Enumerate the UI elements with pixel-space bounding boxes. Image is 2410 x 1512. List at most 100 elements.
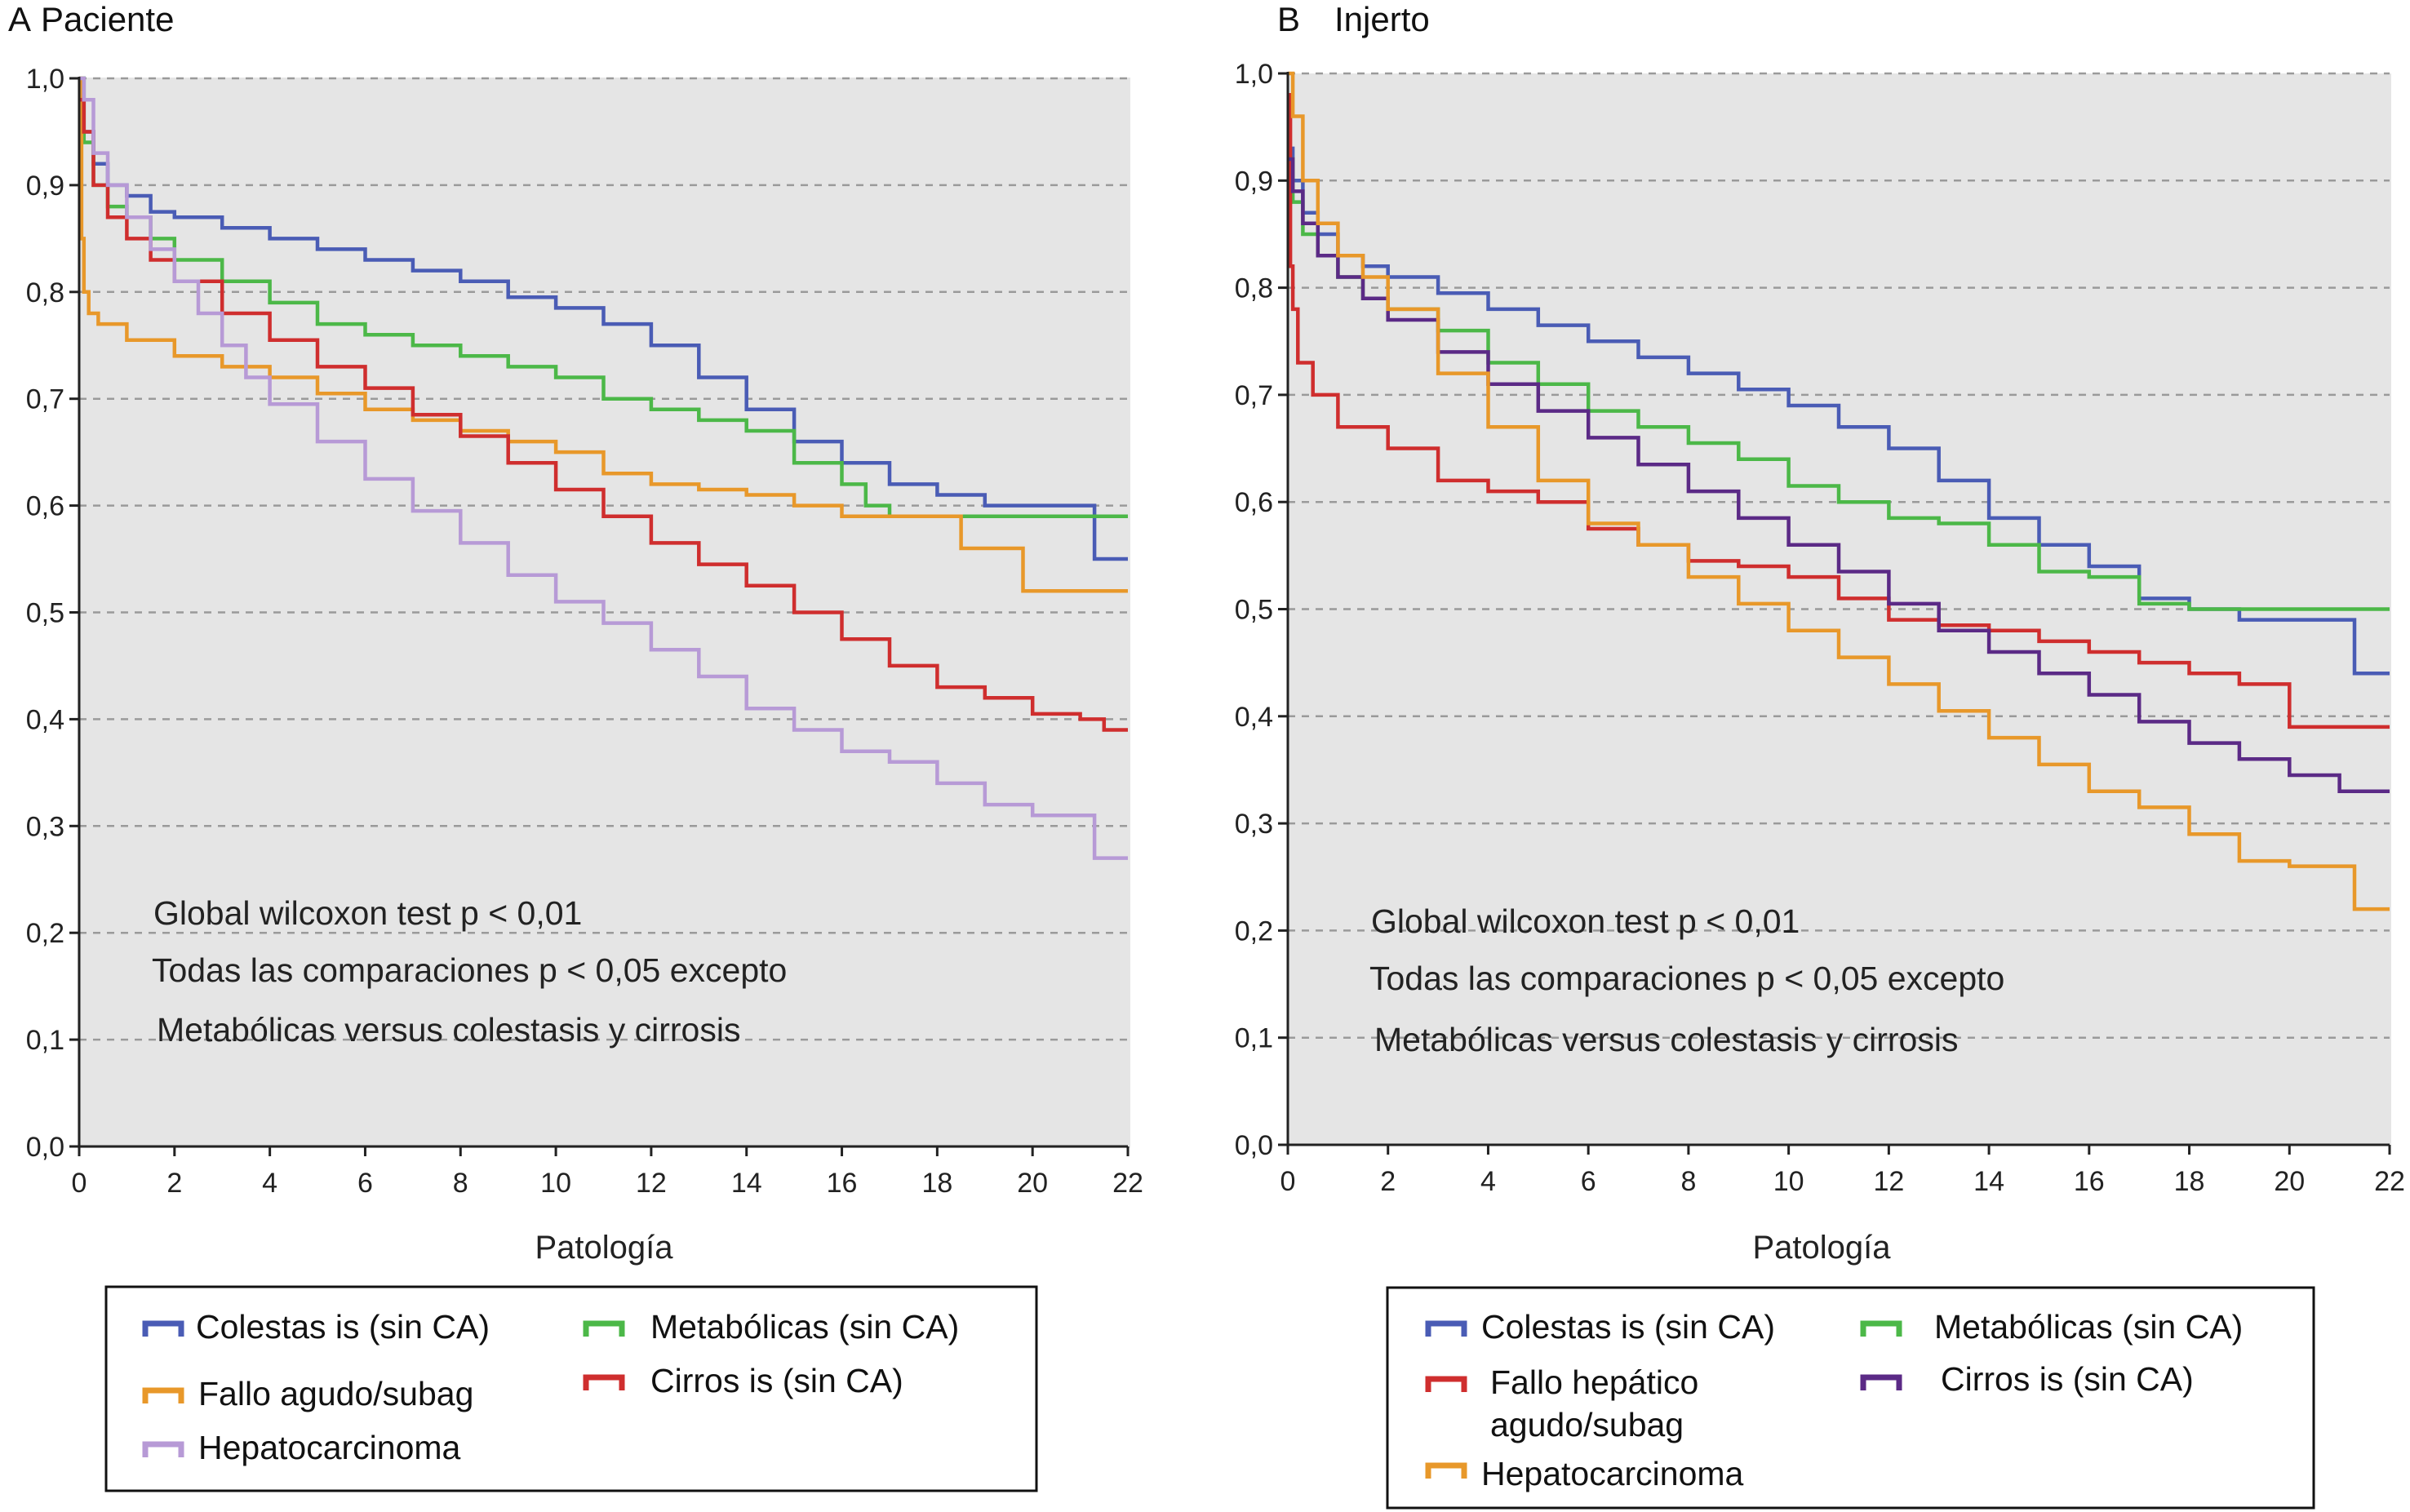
panel-a-legend: Colestas is (sin CA) Metabólicas (sin CA… (104, 1285, 1038, 1492)
panel-b-series-hepatocarcinoma (1288, 71, 2390, 911)
legend-b-hepatocarcinoma: Hepatocarcinoma (1481, 1455, 1744, 1492)
panel-a-y-tick-label: 0,2 (26, 918, 64, 949)
panel-b-y-tick-label: 0,9 (1235, 166, 1273, 197)
panel-b-y-tick-label: 1,0 (1235, 59, 1273, 90)
panel-b-x-tick-label: 0 (1280, 1166, 1296, 1197)
panel-a-letter: A (8, 0, 31, 38)
panel-b: B Injerto 0,0 0,1 0,2 0,3 0,4 0,5 0,6 0,7 0,8 0,9… (1235, 0, 2405, 1510)
panel-b-title: Injerto (1334, 0, 1430, 38)
panel-b-y-tick-label: 0,2 (1235, 916, 1273, 947)
panel-a-x-tick-label: 2 (166, 1168, 182, 1199)
panel-a-x-tick-label: 12 (636, 1168, 667, 1199)
legend-a-swatch-metabolicas (583, 1320, 625, 1337)
panel-b-y-tick-label: 0,4 (1235, 702, 1273, 733)
panel-b-x-tick-label: 2 (1380, 1166, 1396, 1197)
legend-b-swatch-hepatocarcinoma (1425, 1462, 1467, 1479)
panel-b-x-tick-label: 4 (1480, 1166, 1496, 1197)
legend-a-colestasis: Colestas is (sin CA) (196, 1308, 490, 1346)
panel-a-y-tick-label: 0,7 (26, 384, 64, 415)
panel-b-x-tick-label: 18 (2174, 1166, 2205, 1197)
legend-b-colestasis: Colestas is (sin CA) (1481, 1308, 1775, 1346)
panel-b-y-tick-label: 0,3 (1235, 809, 1273, 840)
panel-b-y-tick-label: 0,0 (1235, 1130, 1273, 1161)
legend-a-cirrosis: Cirros is (sin CA) (650, 1362, 903, 1399)
panel-a-y-tick-label: 0,0 (26, 1132, 64, 1163)
panel-a-series (79, 76, 1128, 860)
panel-b-gridlines (1288, 72, 2390, 1039)
legend-a-swatch-colestasis (142, 1320, 184, 1337)
panel-b-y-tick-label: 0,6 (1235, 487, 1273, 518)
panel-b-x-tick-label: 8 (1680, 1166, 1696, 1197)
panel-a-y-tick-label: 0,9 (26, 171, 64, 202)
panel-a: A Paciente 0,00,10,20,30,40,50,60,70,80,… (8, 0, 1143, 1492)
panel-b-series-fallo-hep-tico-agudo-subag (1288, 93, 2390, 729)
panel-b-annotation-2: Todas las comparaciones p < 0,05 excepto (1369, 960, 2004, 997)
panel-a-y-tick-label: 0,3 (26, 811, 64, 842)
panel-a-x-tick-label: 0 (72, 1168, 87, 1199)
panel-a-x-tick-label: 10 (540, 1168, 571, 1199)
panel-b-x-tick-label: 6 (1581, 1166, 1596, 1197)
panel-b-x-tick-label: 22 (2374, 1166, 2405, 1197)
panel-b-series (1288, 71, 2390, 911)
panel-a-series-hepatocarcinoma (79, 76, 1128, 860)
panel-a-series-colestas-is-sin-ca (79, 76, 1128, 561)
legend-b-fallo-line2: agudo/subag (1490, 1406, 1684, 1443)
panel-b-x-tick-label: 20 (2274, 1166, 2305, 1197)
panel-a-x-tick-label: 16 (827, 1168, 858, 1199)
panel-a-series-cirros-is-sin-ca (79, 97, 1128, 732)
legend-b-metabolicas: Metabólicas (sin CA) (1934, 1308, 2243, 1346)
panel-b-y-tick-label: 0,5 (1235, 595, 1273, 626)
panel-a-x-tick-label: 8 (453, 1168, 468, 1199)
panel-b-series-cirros-is-sin-ca (1288, 157, 2390, 793)
legend-b-swatch-fallo (1425, 1376, 1467, 1392)
panel-b-x-tick-label: 16 (2074, 1166, 2105, 1197)
panel-b-legend: Colestas is (sin CA) Metabólicas (sin CA… (1386, 1286, 2315, 1510)
panel-b-y-tick-label: 0,8 (1235, 273, 1273, 304)
panel-a-title: Paciente (41, 0, 174, 38)
legend-b-swatch-metabolicas (1860, 1320, 1902, 1337)
panel-a-x-label: Patología (535, 1230, 673, 1266)
panel-b-y-ticks: 0,0 0,1 0,2 0,3 0,4 0,5 0,6 0,7 0,8 0,9 1,0 (1235, 59, 1288, 1161)
panel-b-y-tick-label: 0,7 (1235, 380, 1273, 411)
panel-b-x-label: Patología (1752, 1230, 1891, 1266)
panel-a-y-tick-label: 0,6 (26, 491, 64, 522)
panel-b-x-tick-label: 14 (1973, 1166, 2004, 1197)
panel-a-legend-box (104, 1285, 1038, 1492)
panel-a-series-fallo-agudo-subag (79, 76, 1128, 593)
panel-a-annotation-2: Todas las comparaciones p < 0,05 excepto (152, 951, 787, 989)
panel-a-y-tick-label: 0,5 (26, 598, 64, 629)
panel-a-x-tick-label: 18 (921, 1168, 952, 1199)
panel-b-x-tick-label: 12 (1873, 1166, 1904, 1197)
panel-b-x-tick-label: 10 (1773, 1166, 1804, 1197)
panel-a-y-ticks: 0,0 0,1 0,2 0,3 0,4 0,5 0,6 0,7 0,8 0,9 1,0 (26, 64, 79, 1163)
panel-a-x-tick-label: 20 (1017, 1168, 1048, 1199)
panel-a-annotation-3: Metabólicas versus colestasis y cirrosis (157, 1011, 740, 1049)
legend-b-swatch-cirrosis (1860, 1374, 1902, 1390)
panel-a-y-tick-label: 1,0 (26, 64, 64, 95)
legend-a-metabolicas: Metabólicas (sin CA) (650, 1308, 959, 1346)
legend-a-swatch-cirrosis (583, 1374, 625, 1390)
panel-a-y-tick-label: 0,4 (26, 704, 64, 735)
panel-a-y-tick-label: 0,8 (26, 277, 64, 308)
legend-b-fallo-line1: Fallo hepático (1490, 1363, 1698, 1401)
legend-a-fallo: Fallo agudo/subag (198, 1375, 473, 1412)
panel-b-annotation-3: Metabólicas versus colestasis y cirrosis (1374, 1021, 1958, 1058)
legend-a-swatch-fallo (142, 1387, 184, 1403)
panel-b-y-tick-label: 0,1 (1235, 1023, 1273, 1054)
legend-a-hepatocarcinoma: Hepatocarcinoma (198, 1429, 461, 1466)
legend-b-cirrosis: Cirros is (sin CA) (1941, 1360, 2194, 1398)
panel-a-annotation-1: Global wilcoxon test p < 0,01 (153, 894, 582, 932)
panel-a-x-tick-label: 6 (357, 1168, 373, 1199)
panel-b-x-ticks: 0 2 4 6 8 10 12 14 16 18 20 22 (1280, 1145, 2405, 1197)
panel-a-y-tick-label: 0,1 (26, 1025, 64, 1056)
panel-b-annotation-1: Global wilcoxon test p < 0,01 (1371, 902, 1800, 940)
panel-a-x-tick-label: 22 (1112, 1168, 1143, 1199)
legend-b-swatch-colestasis (1425, 1320, 1467, 1337)
panel-a-x-ticks: 0 2 4 6 8 10 12 14 16 18 20 22 (72, 1146, 1143, 1199)
panel-a-x-tick-label: 4 (262, 1168, 277, 1199)
panel-b-letter: B (1277, 0, 1300, 38)
legend-a-swatch-hepatocarcinoma (142, 1441, 184, 1457)
panel-a-x-tick-label: 14 (731, 1168, 762, 1199)
panel-b-legend-box (1386, 1286, 2315, 1510)
